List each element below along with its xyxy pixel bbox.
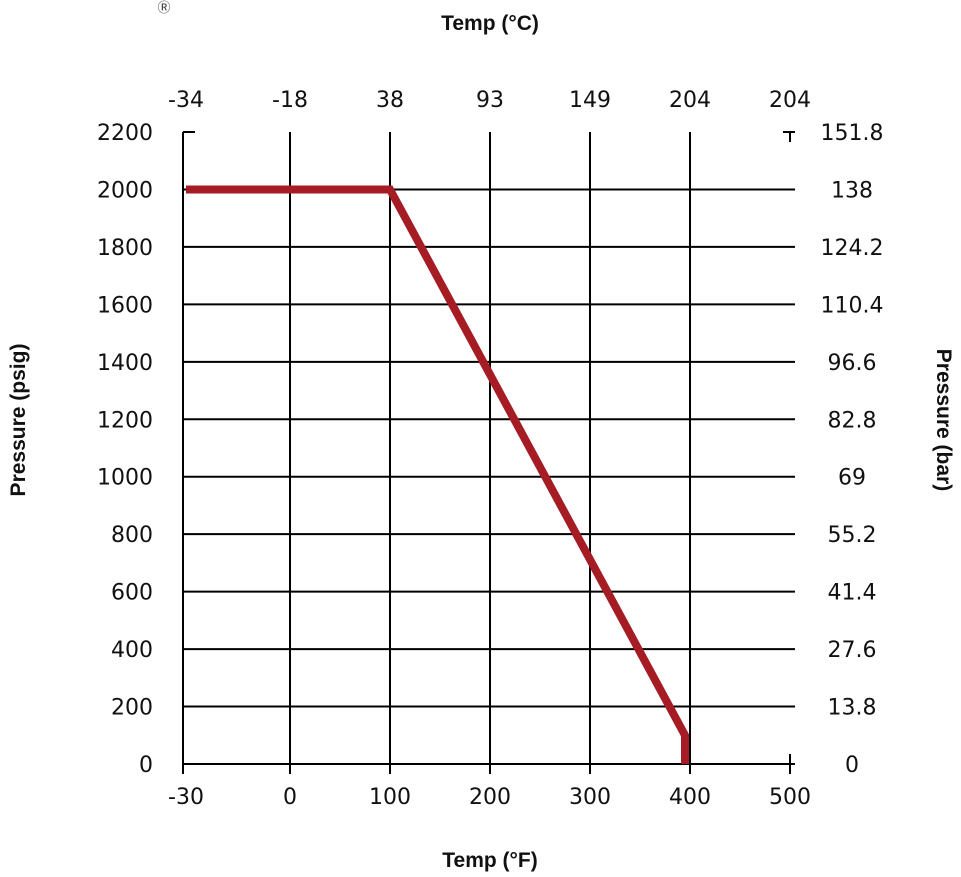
x-tick-label-top: 204: [669, 88, 711, 113]
y-tick-label-right: 41.4: [828, 581, 877, 606]
x-tick-label-bottom: 300: [569, 785, 611, 810]
y-tick-label-right: 124.2: [821, 236, 884, 261]
x-tick-label-top: -18: [272, 88, 308, 113]
y-tick-label-left: 1000: [97, 466, 153, 491]
bottom-axis-title: Temp (°F): [442, 849, 538, 872]
left-axis-title: Pressure (psig): [7, 344, 30, 497]
x-tick-label-bottom: -30: [168, 785, 204, 810]
y-tick-label-left: 1600: [97, 293, 153, 318]
series-layer: [186, 185, 689, 764]
y-tick-label-right: 138: [831, 178, 873, 203]
y-tick-label-left: 2000: [97, 178, 153, 203]
x-tick-label-top: -34: [168, 88, 204, 113]
registered-mark: Ⓡ: [157, 1, 170, 16]
x-tick-label-top: 93: [476, 88, 504, 113]
y-tick-label-right: 13.8: [828, 696, 877, 721]
y-tick-label-left: 600: [111, 581, 153, 606]
y-tick-label-left: 200: [111, 696, 153, 721]
x-tick-label-top: 38: [376, 88, 404, 113]
y-tick-label-left: 1200: [97, 408, 153, 433]
y-tick-label-right: 110.4: [821, 293, 884, 318]
y-tick-label-right: 151.8: [821, 121, 884, 146]
y-tick-label-left: 0: [139, 753, 153, 778]
grid: [182, 131, 795, 774]
x-tick-label-top: 204: [769, 88, 811, 113]
x-tick-label-bottom: 400: [669, 785, 711, 810]
y-tick-label-right: 69: [838, 466, 866, 491]
y-tick-label-left: 1400: [97, 351, 153, 376]
y-tick-label-right: 0: [845, 753, 859, 778]
y-tick-label-right: 27.6: [828, 638, 877, 663]
y-tick-label-left: 800: [111, 523, 153, 548]
x-tick-label-bottom: 200: [469, 785, 511, 810]
right-axis-title: Pressure (bar): [932, 349, 955, 491]
y-tick-label-right: 55.2: [828, 523, 877, 548]
x-tick-label-bottom: 100: [369, 785, 411, 810]
y-tick-label-left: 400: [111, 638, 153, 663]
x-tick-label-top: 149: [569, 88, 611, 113]
y-tick-label-right: 82.8: [828, 408, 877, 433]
x-tick-label-bottom: 500: [769, 785, 811, 810]
y-tick-label-left: 2200: [97, 121, 153, 146]
pressure-rating-line: [186, 185, 689, 764]
x-tick-label-bottom: 0: [283, 785, 297, 810]
top-axis-title: Temp (°C): [441, 12, 539, 35]
y-tick-label-left: 1800: [97, 236, 153, 261]
y-tick-label-right: 96.6: [828, 351, 877, 376]
